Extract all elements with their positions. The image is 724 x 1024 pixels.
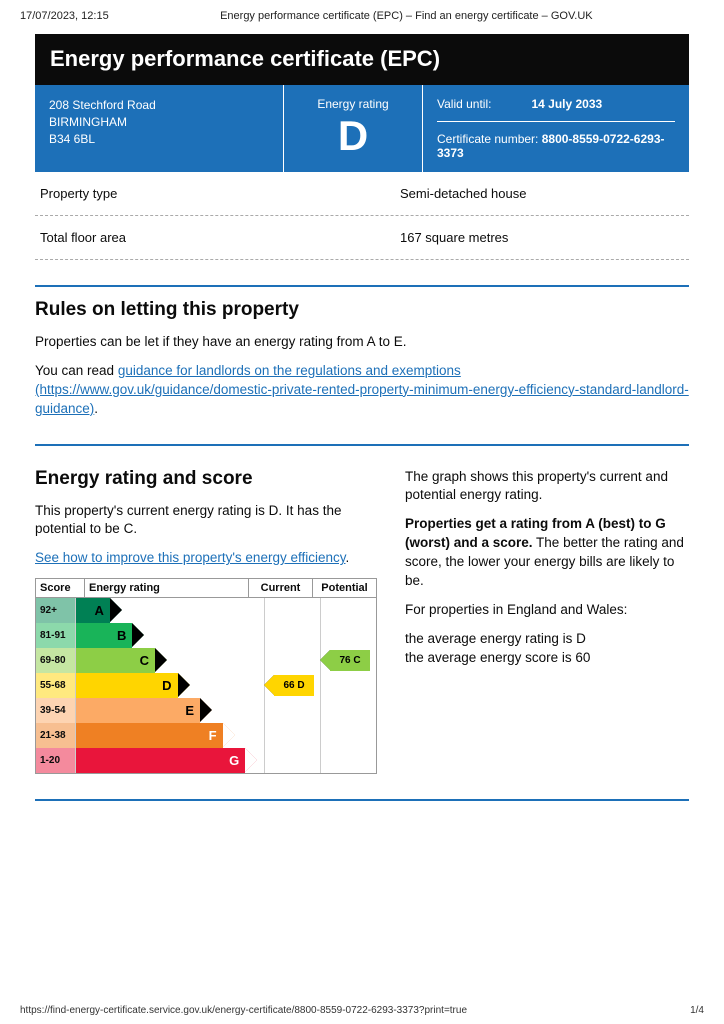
print-doc-title: Energy performance certificate (EPC) – F… (220, 10, 593, 22)
rules-heading: Rules on letting this property (35, 299, 689, 321)
score-left-p1: This property's current energy rating is… (35, 502, 375, 540)
summary-panel: 208 Stechford Road BIRMINGHAM B34 6BL En… (35, 84, 689, 172)
band-bar: D (76, 673, 178, 698)
rating-label: Energy rating (317, 97, 388, 111)
rating-block: Energy rating D (284, 85, 423, 172)
valid-until-date: 14 July 2033 (531, 97, 602, 111)
chart-band-row: 1-20G (36, 748, 376, 773)
property-type-label: Property type (40, 186, 400, 201)
divider (35, 444, 689, 446)
rating-letter: D (338, 115, 368, 157)
score-heading: Energy rating and score (35, 468, 375, 490)
address-line-2: BIRMINGHAM (49, 114, 269, 131)
chart-band-row: 39-54E (36, 698, 376, 723)
valid-until-label: Valid until: (437, 97, 491, 111)
chart-head-current: Current (249, 579, 313, 597)
band-score-range: 39-54 (36, 698, 76, 723)
footer-url: https://find-energy-certificate.service.… (20, 1005, 467, 1016)
band-bar: A (76, 598, 110, 623)
page-number: 1/4 (690, 1005, 704, 1016)
score-right-p1: The graph shows this property's current … (405, 468, 689, 506)
divider (35, 285, 689, 287)
chart-head-rating: Energy rating (85, 579, 249, 597)
band-bar: C (76, 648, 155, 673)
chart-band-row: 69-80C 76 C (36, 648, 376, 673)
address-block: 208 Stechford Road BIRMINGHAM B34 6BL (35, 85, 284, 172)
divider (35, 799, 689, 801)
score-right-p3: For properties in England and Wales: (405, 601, 689, 620)
print-timestamp: 17/07/2023, 12:15 (20, 10, 109, 22)
chart-band-row: 55-68D 66 D (36, 673, 376, 698)
address-line-3: B34 6BL (49, 131, 269, 148)
chart-band-row: 92+A (36, 598, 376, 623)
page-title-bar: Energy performance certificate (EPC) (35, 34, 689, 84)
band-score-range: 81-91 (36, 623, 76, 648)
floor-area-label: Total floor area (40, 230, 400, 245)
rules-p1: Properties can be let if they have an en… (35, 333, 689, 352)
validity-block: Valid until: 14 July 2033 Certificate nu… (423, 85, 689, 172)
chart-head-potential: Potential (313, 579, 376, 597)
chart-band-row: 21-38F (36, 723, 376, 748)
score-right-p4: the average energy rating is D the avera… (405, 630, 689, 668)
chart-head-score: Score (36, 579, 85, 597)
band-bar: G (76, 748, 245, 773)
band-score-range: 69-80 (36, 648, 76, 673)
property-type-value: Semi-detached house (400, 186, 684, 201)
band-score-range: 21-38 (36, 723, 76, 748)
chart-band-row: 81-91B (36, 623, 376, 648)
address-line-1: 208 Stechford Road (49, 97, 269, 114)
cert-number-label: Certificate number: (437, 132, 538, 146)
band-bar: E (76, 698, 200, 723)
band-bar: F (76, 723, 223, 748)
property-type-row: Property type Semi-detached house (35, 172, 689, 216)
rules-p2: You can read guidance for landlords on t… (35, 362, 689, 419)
score-right-p2: Properties get a rating from A (best) to… (405, 515, 689, 591)
band-score-range: 55-68 (36, 673, 76, 698)
floor-area-row: Total floor area 167 square metres (35, 216, 689, 260)
band-score-range: 1-20 (36, 748, 76, 773)
current-rating-marker: 66 D (274, 675, 314, 696)
band-score-range: 92+ (36, 598, 76, 623)
energy-rating-chart: Score Energy rating Current Potential 92… (35, 578, 377, 774)
band-bar: B (76, 623, 132, 648)
floor-area-value: 167 square metres (400, 230, 684, 245)
improve-efficiency-link[interactable]: See how to improve this property's energ… (35, 550, 345, 565)
landlord-guidance-link[interactable]: guidance for landlords on the regulation… (35, 363, 689, 416)
potential-rating-marker: 76 C (330, 650, 370, 671)
